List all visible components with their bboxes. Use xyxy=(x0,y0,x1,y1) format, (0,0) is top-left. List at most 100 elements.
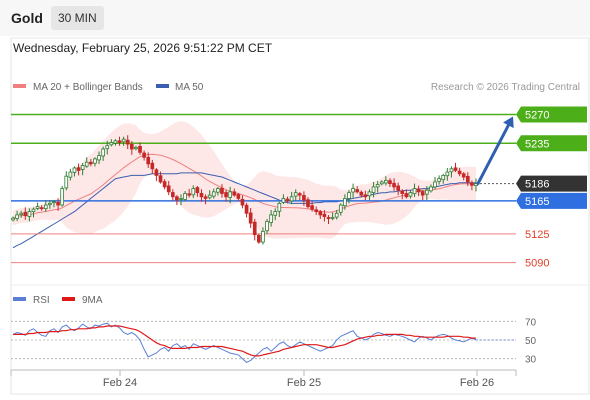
candle-up xyxy=(52,201,56,204)
timeframe-button[interactable]: 30 MIN xyxy=(51,6,104,30)
legend-ma50-label: MA 50 xyxy=(175,82,204,93)
candle-up xyxy=(429,186,433,192)
level-label-5125: 5125 xyxy=(525,229,549,241)
candle-down xyxy=(388,180,392,185)
candle-up xyxy=(80,165,85,170)
rsi-tick-30: 30 xyxy=(525,355,537,366)
candle-down xyxy=(302,195,306,201)
legend-swatch-ma50 xyxy=(156,84,169,88)
level-label-5235: 5235 xyxy=(525,138,549,150)
candle-up xyxy=(84,161,89,167)
candle-down xyxy=(416,188,421,193)
candle-down xyxy=(314,209,319,213)
instrument-title: Gold xyxy=(11,10,43,26)
candle-up xyxy=(19,212,24,215)
candle-down xyxy=(322,213,327,217)
candle-down xyxy=(150,162,155,170)
candle-up xyxy=(261,230,265,243)
rsi-tick-50: 50 xyxy=(525,336,537,347)
candle-down xyxy=(257,234,261,243)
candle-down xyxy=(224,192,228,198)
candle-up xyxy=(35,206,40,209)
candle-up xyxy=(216,188,220,193)
rsi-plot: 70 50 30 xyxy=(11,317,537,366)
candle-up xyxy=(445,171,450,177)
candle-up xyxy=(449,168,454,173)
candle-up xyxy=(347,192,351,199)
candle-down xyxy=(359,191,364,196)
candle-down xyxy=(396,185,400,191)
forecast-arrow-shaft xyxy=(476,123,510,186)
candle-up xyxy=(433,181,437,188)
candle-down xyxy=(457,170,462,175)
rsi-ma9-line xyxy=(13,325,476,357)
candle-up xyxy=(101,148,105,157)
chart-header: Gold 30 MIN xyxy=(0,0,590,36)
candle-up xyxy=(367,191,372,197)
candle-up xyxy=(330,216,335,219)
candle-down xyxy=(240,199,245,206)
candle-down xyxy=(89,161,93,165)
candle-down xyxy=(236,194,241,199)
candle-down xyxy=(248,212,253,224)
candle-down xyxy=(170,192,175,198)
level-label-5165: 5165 xyxy=(525,196,549,208)
candle-down xyxy=(199,192,204,198)
candle-up xyxy=(113,140,118,144)
candle-up xyxy=(43,204,48,210)
candle-up xyxy=(281,198,286,203)
candle-up xyxy=(338,204,343,213)
candle-up xyxy=(371,186,376,193)
candle-up xyxy=(97,155,101,161)
candle-down xyxy=(453,167,458,171)
candle-up xyxy=(375,184,380,188)
candle-down xyxy=(297,193,302,196)
time-tick-label: Feb 24 xyxy=(103,377,137,389)
candle-up xyxy=(343,198,347,207)
candle-up xyxy=(289,196,294,202)
candle-down xyxy=(138,146,142,153)
time-tick-label: Feb 25 xyxy=(287,377,321,389)
candle-down xyxy=(56,201,60,206)
candle-up xyxy=(424,189,429,195)
ma20-line xyxy=(12,153,477,219)
candle-down xyxy=(76,167,81,171)
candle-up xyxy=(105,145,110,150)
legend-swatch-ma9 xyxy=(62,297,75,301)
candle-up xyxy=(179,198,183,200)
bollinger-band xyxy=(13,121,476,239)
candle-down xyxy=(400,190,405,194)
candle-down xyxy=(404,193,409,198)
candle-up xyxy=(134,146,138,150)
candle-up xyxy=(11,217,15,221)
candle-up xyxy=(207,194,212,199)
candle-down xyxy=(326,217,331,219)
candle-up xyxy=(228,191,232,198)
main-plot: 5270 5235 5186 5165 5125 5090 xyxy=(11,106,587,270)
candle-down xyxy=(39,207,44,210)
candle-down xyxy=(146,156,151,165)
candle-up xyxy=(31,208,36,213)
time-axis: Feb 24 Feb 25 Feb 26 xyxy=(103,370,494,389)
candle-down xyxy=(195,187,200,194)
candle-up xyxy=(334,212,339,218)
legend-ma20-label: MA 20 + Bollinger Bands xyxy=(33,82,143,93)
legend-swatch-rsi xyxy=(13,297,26,301)
candle-up xyxy=(384,179,388,184)
level-box-5235 xyxy=(516,135,587,152)
candle-up xyxy=(437,178,441,182)
candle-down xyxy=(23,211,28,217)
rsi-tick-70: 70 xyxy=(525,317,537,328)
candle-down xyxy=(285,198,290,202)
timestamp: Wednesday, February 25, 2026 9:51:22 PM … xyxy=(13,41,273,55)
legend-ma9-label: 9MA xyxy=(82,295,103,306)
candle-down xyxy=(142,152,146,158)
candle-up xyxy=(15,214,19,219)
candle-down xyxy=(187,193,192,196)
candle-up xyxy=(269,214,273,223)
candle-down xyxy=(154,169,159,176)
level-box-5186 xyxy=(516,175,587,192)
level-label-5270: 5270 xyxy=(525,109,549,121)
candle-down xyxy=(355,189,360,193)
